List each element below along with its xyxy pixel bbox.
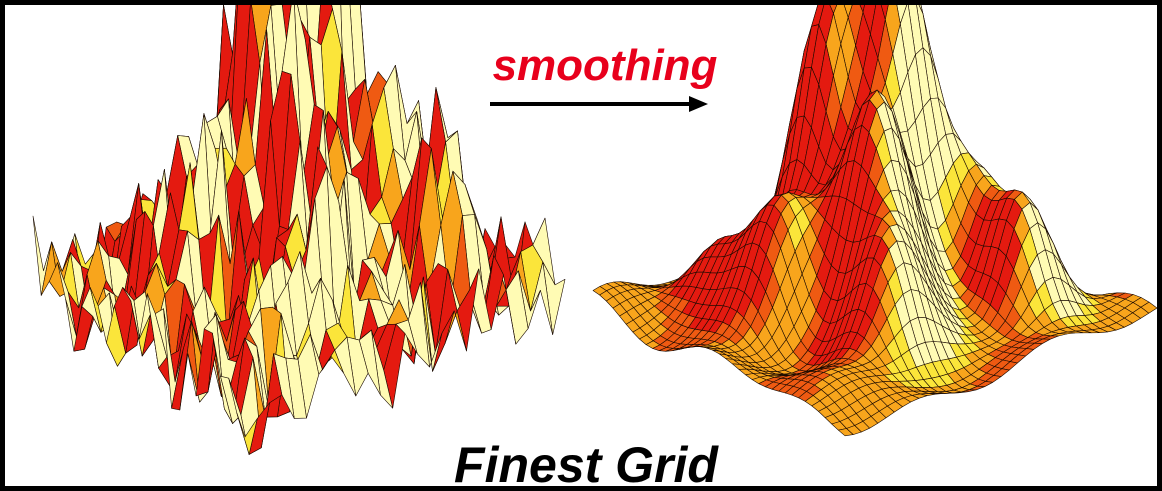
smoothed-surface-plot <box>592 5 1157 437</box>
arrow-head-icon <box>689 96 708 112</box>
noisy-surface-plot <box>32 5 566 455</box>
surface-facet <box>838 428 854 437</box>
figure-title: Finest Grid <box>454 437 718 491</box>
surface-facet <box>236 412 258 455</box>
smoothing-arrow <box>490 96 708 112</box>
surface-plots <box>32 5 1157 455</box>
smoothing-label: smoothing <box>492 41 718 90</box>
